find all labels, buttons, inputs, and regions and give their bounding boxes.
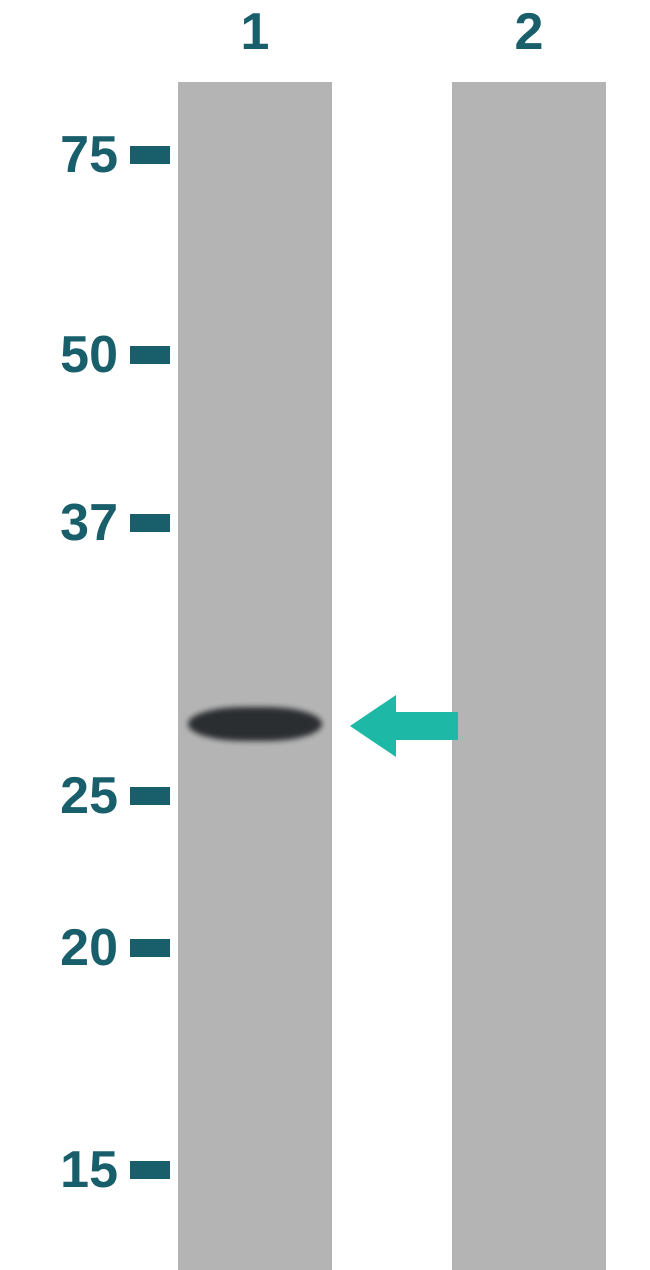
mw-marker-tick bbox=[130, 514, 170, 532]
mw-marker-label: 75 bbox=[18, 125, 118, 185]
band-indicator-arrow-icon bbox=[350, 695, 458, 757]
mw-marker-label: 20 bbox=[18, 918, 118, 978]
lane-strip bbox=[178, 82, 332, 1270]
mw-marker-tick bbox=[130, 939, 170, 957]
lane-header: 1 bbox=[178, 2, 332, 62]
mw-marker-tick bbox=[130, 787, 170, 805]
mw-marker-tick bbox=[130, 346, 170, 364]
mw-marker-label: 37 bbox=[18, 493, 118, 553]
mw-marker-tick bbox=[130, 146, 170, 164]
mw-marker-label: 25 bbox=[18, 766, 118, 826]
mw-marker-label: 50 bbox=[18, 325, 118, 385]
protein-band bbox=[188, 707, 322, 741]
mw-marker-label: 15 bbox=[18, 1140, 118, 1200]
blot-canvas: 1 2 75 50 37 25 20 15 bbox=[0, 0, 650, 1270]
lane-header: 2 bbox=[452, 2, 606, 62]
mw-marker-tick bbox=[130, 1161, 170, 1179]
lane-strip bbox=[452, 82, 606, 1270]
